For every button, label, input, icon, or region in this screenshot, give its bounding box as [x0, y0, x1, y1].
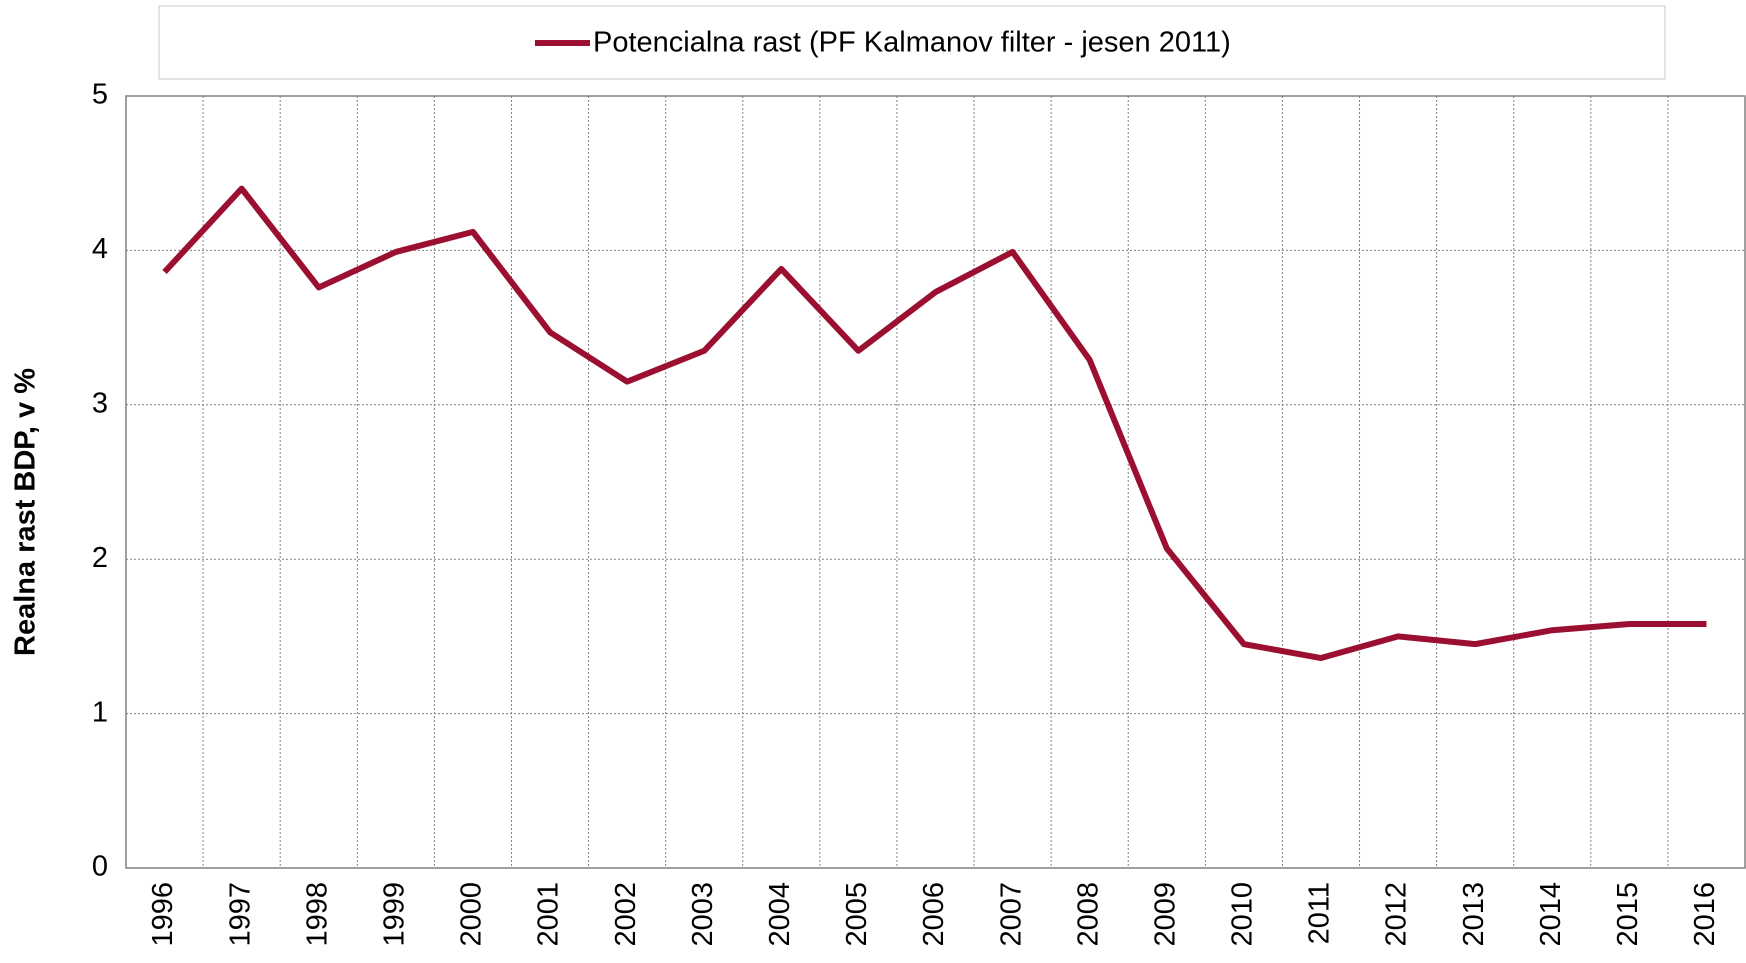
x-tick-label: 2003: [687, 882, 719, 947]
x-tick-label: 2001: [533, 882, 565, 947]
x-tick-label: 2008: [1072, 882, 1104, 947]
x-tick-label: 1997: [224, 882, 256, 947]
x-tick-label: 2004: [764, 882, 796, 947]
y-tick-label: 1: [92, 696, 108, 728]
x-tick-label: 2014: [1535, 882, 1567, 947]
legend-box: [158, 5, 1666, 80]
x-tick-label: 1996: [147, 882, 179, 947]
y-tick-label: 3: [92, 387, 108, 419]
x-tick-label: 2015: [1612, 882, 1644, 947]
y-tick-label: 4: [92, 233, 108, 265]
x-tick-label: 2013: [1458, 882, 1490, 947]
plot-frame: [125, 95, 1746, 869]
x-tick-label: 2011: [1304, 882, 1336, 944]
x-tick-label: 2016: [1689, 882, 1721, 947]
y-tick-label: 2: [92, 542, 108, 574]
x-tick-label: 2002: [610, 882, 642, 947]
line-series: [162, 185, 1707, 662]
x-tick-label: 2006: [918, 882, 950, 947]
x-tick-label: 1999: [378, 882, 410, 947]
x-tick-label: 2000: [456, 882, 488, 947]
y-tick-label: 0: [92, 851, 108, 883]
x-tick-label: 2012: [1381, 882, 1413, 947]
x-tick-label: 2009: [1149, 882, 1181, 947]
x-tick-label: 1998: [301, 882, 333, 947]
x-tick-label: 2005: [841, 882, 873, 947]
x-tick-label: 2007: [995, 882, 1027, 947]
y-axis-title: Realna rast BDP, v %: [10, 368, 42, 656]
y-tick-label: 5: [92, 79, 108, 111]
legend-label: Potencialna rast (PF Kalmanov filter - j…: [593, 27, 1231, 59]
x-tick-label: 2010: [1227, 882, 1259, 947]
